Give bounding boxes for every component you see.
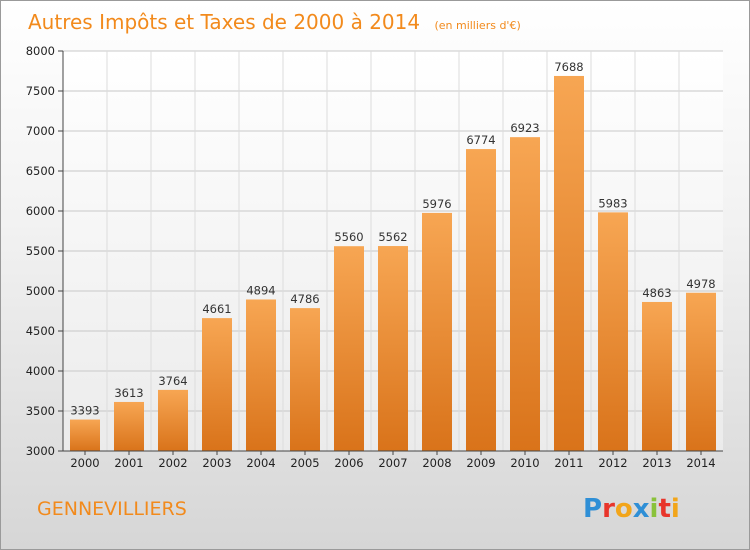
y-tick-label: 7500 — [26, 84, 55, 98]
logo-letter: i — [650, 494, 659, 524]
bar-2013 — [642, 301, 672, 451]
x-tick-label-2004: 2004 — [246, 456, 275, 470]
grid-lines — [63, 50, 723, 452]
value-label-2003: 4661 — [202, 302, 231, 316]
bar-2000 — [70, 419, 100, 451]
bar-2012 — [598, 212, 628, 451]
bar-2014 — [686, 292, 716, 451]
x-tick-label-2002: 2002 — [158, 456, 187, 470]
value-label-2006: 5560 — [334, 230, 363, 244]
logo-letter: t — [658, 494, 670, 524]
y-tick-label: 3500 — [26, 404, 55, 418]
bar-2008 — [422, 212, 452, 451]
x-tick-label-2001: 2001 — [114, 456, 143, 470]
bar-2002 — [158, 389, 188, 451]
labels: 3000 3500 4000 4500 5000 5500 6000 6500 7000 7500… — [26, 44, 716, 470]
y-tick-label: 4000 — [26, 364, 55, 378]
bar-2007 — [378, 246, 408, 451]
x-tick-label-2014: 2014 — [686, 456, 715, 470]
value-label-2010: 6923 — [510, 121, 539, 135]
bar-2009 — [466, 149, 496, 451]
bars — [70, 75, 716, 452]
x-tick-label-2008: 2008 — [422, 456, 451, 470]
value-label-2014: 4978 — [686, 277, 715, 291]
bar-2011 — [554, 75, 584, 452]
chart-subtitle: (en milliers d'€) — [434, 19, 520, 32]
bar-2006 — [334, 246, 364, 451]
bar-2005 — [290, 308, 320, 451]
y-tick-label: 4500 — [26, 324, 55, 338]
city-name: GENNEVILLIERS — [37, 498, 187, 520]
y-tick-label: 8000 — [26, 44, 55, 58]
value-label-2011: 7688 — [554, 60, 583, 74]
value-label-2013: 4863 — [642, 286, 671, 300]
value-label-2008: 5976 — [422, 197, 451, 211]
bar-2010 — [510, 137, 540, 451]
x-tick-label-2013: 2013 — [642, 456, 671, 470]
x-tick-label-2012: 2012 — [598, 456, 627, 470]
value-label-2009: 6774 — [466, 133, 495, 147]
value-label-2002: 3764 — [158, 374, 187, 388]
y-tick-label: 6000 — [26, 204, 55, 218]
x-tick-label-2000: 2000 — [70, 456, 99, 470]
x-tick-label-2003: 2003 — [202, 456, 231, 470]
chart-title-text: Autres Impôts et Taxes de 2000 à 2014 — [28, 10, 420, 34]
x-tick-label-2009: 2009 — [466, 456, 495, 470]
axes — [58, 50, 723, 455]
value-label-2012: 5983 — [598, 196, 627, 210]
logo-letter: o — [615, 494, 633, 524]
chart-title: Autres Impôts et Taxes de 2000 à 2014 (e… — [28, 10, 521, 34]
y-tick-label: 7000 — [26, 124, 55, 138]
x-tick-label-2011: 2011 — [554, 456, 583, 470]
bar-2001 — [114, 401, 144, 451]
logo-letter: i — [671, 494, 680, 524]
y-tick-label: 5000 — [26, 284, 55, 298]
value-label-2001: 3613 — [114, 386, 143, 400]
proxiti-logo: Proxiti — [583, 494, 680, 524]
x-tick-label-2010: 2010 — [510, 456, 539, 470]
logo-letter: P — [583, 494, 602, 524]
x-tick-label-2006: 2006 — [334, 456, 363, 470]
y-tick-label: 5500 — [26, 244, 55, 258]
x-tick-label-2005: 2005 — [290, 456, 319, 470]
y-tick-label: 3000 — [26, 444, 55, 458]
logo-letter: r — [602, 494, 615, 524]
value-label-2000: 3393 — [70, 404, 99, 418]
value-label-2007: 5562 — [378, 230, 407, 244]
bar-2003 — [202, 318, 232, 451]
bar-2004 — [246, 299, 276, 451]
value-label-2005: 4786 — [290, 292, 319, 306]
logo-letter: x — [633, 494, 650, 524]
x-tick-label-2007: 2007 — [378, 456, 407, 470]
y-tick-label: 6500 — [26, 164, 55, 178]
value-label-2004: 4894 — [246, 283, 275, 297]
